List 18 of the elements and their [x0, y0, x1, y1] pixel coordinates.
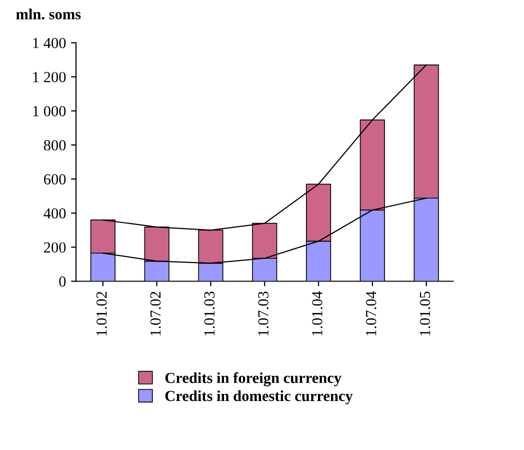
y-tick-label: 1 200 — [33, 72, 66, 82]
x-tick-label: 1.01.03 — [204, 292, 215, 336]
x-tick-label: 1.07.02 — [150, 292, 161, 336]
y-tick-label: 600 — [44, 174, 66, 184]
y-tick-label: 200 — [44, 242, 66, 253]
y-tick-label: 1 000 — [33, 106, 66, 116]
y-axis-title: mln. soms — [16, 8, 81, 20]
y-tick-label: 0 — [59, 276, 66, 287]
x-tick-label: 1.07.04 — [366, 291, 376, 336]
legend-label: Credits in domestic currency — [165, 390, 353, 404]
y-tick-label: 800 — [44, 140, 66, 150]
x-tick-label: 1.01.02 — [96, 292, 107, 336]
y-tick-label: 1 400 — [33, 38, 66, 48]
x-tick-label: 1.01.04 — [312, 291, 322, 336]
x-tick-label: 1.07.03 — [258, 292, 269, 336]
legend-label: Credits in foreign currency — [165, 372, 342, 386]
y-tick-label: 400 — [44, 208, 66, 219]
x-tick-label: 1.01.05 — [420, 292, 430, 336]
